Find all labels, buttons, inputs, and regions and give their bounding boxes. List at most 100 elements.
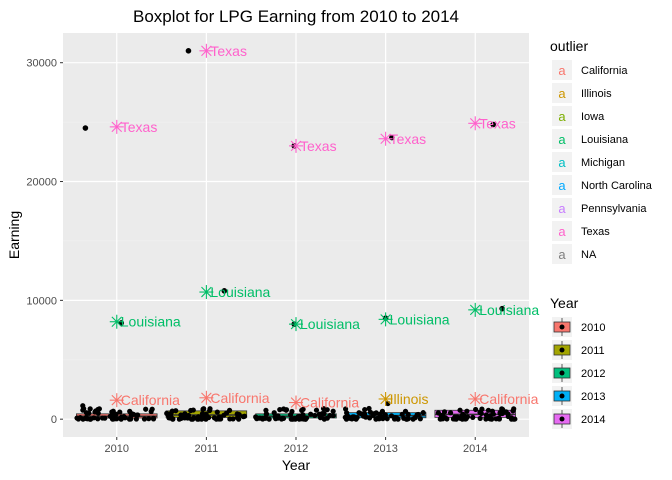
outlier-legend-key [552,221,572,241]
year-legend-dot [559,347,565,353]
outlier-marker-2014 [468,302,483,317]
data-point-2012 [312,412,318,419]
outlier-label: Texas [121,119,158,135]
year-legend-label: 2014 [581,414,605,426]
x-tick-label: 2012 [284,443,308,455]
outlier-legend-label: California [581,65,628,77]
outlier-marker-2014 [468,391,483,406]
outlier-legend-key [552,106,572,126]
data-point-2014 [483,412,489,418]
outlier-legend-label: Illinois [581,88,612,100]
data-point-2014 [497,409,503,416]
data-point-2011 [223,410,230,416]
data-point-2012 [330,412,336,419]
outlier-legend-key [552,129,572,149]
year-legend: Year 2010 2011 2012 2013 2014 [550,295,605,429]
outlier-legend-label: Pennsylvania [581,203,647,215]
year-legend-label: 2013 [581,391,605,403]
data-point-2011 [188,407,194,414]
star-stroke [201,45,212,57]
data-point-2012 [287,412,294,418]
data-point-2014 [511,406,517,412]
data-point-2013 [370,412,376,418]
data-point-2010 [110,408,116,414]
data-point-2014 [473,406,479,413]
data-point-2012 [313,407,320,413]
data-point-2013 [415,411,421,418]
data-point-2013 [356,410,362,416]
data-point-2014 [464,414,471,420]
y-tick-label: 30000 [26,58,57,70]
data-point-2011 [178,412,184,418]
x-tick-label: 2011 [195,443,219,455]
data-point-2010 [99,415,106,421]
year-legend-dot [559,416,565,422]
outlier-marker-2014 [468,116,483,131]
data-point-2010 [87,406,93,412]
outlier-point-2014 [490,121,496,128]
data-point-2011 [201,406,207,412]
data-point-2010 [75,416,82,422]
star-stroke [290,397,302,408]
data-point-2014 [485,407,492,413]
outlier-marker-2013 [378,391,393,406]
outlier-legend-glyph: a [558,201,566,216]
data-point-2012 [272,414,278,420]
outlier-legend-key [552,175,572,195]
star-stroke [380,393,391,405]
data-point-2010 [80,416,86,422]
x-tick-label: 2014 [463,443,487,455]
star-stroke [380,314,391,325]
data-point-2012 [299,407,305,414]
outlier-label: Louisiana [300,316,360,332]
outlier-legend-key [552,152,572,172]
outlier-legend-label: Iowa [581,111,605,123]
data-point-2012 [290,416,296,422]
outlier-label: California [300,395,359,411]
data-point-2013 [366,405,372,412]
star-stroke [111,394,123,406]
data-point-2014 [487,416,493,422]
data-point-2010 [110,414,116,421]
star-stroke [201,392,212,404]
year-legend-label: 2012 [581,368,605,380]
data-point-2014 [457,407,463,413]
y-axis-title: Earning [6,211,22,259]
star-stroke [111,121,123,133]
data-point-2014 [444,416,450,422]
data-point-2014 [441,409,448,415]
data-point-2012 [320,406,327,412]
data-point-2013 [373,416,379,422]
data-point-2010 [148,408,154,415]
data-point-2012 [308,411,314,417]
data-point-2013 [350,414,356,420]
outlier-label: Texas [210,43,247,59]
outlier-marker-2011 [199,43,214,58]
outlier-label: Texas [390,131,427,147]
outlier-legend-glyph: a [558,63,566,78]
data-point-2011 [168,411,174,417]
data-point-2011 [214,409,220,415]
outlier-label: Louisiana [210,284,270,300]
outlier-point-2011 [221,288,228,294]
data-point-2014 [477,415,483,422]
outlier-label: Texas [479,115,516,131]
data-point-2010 [127,408,133,414]
outlier-legend-title: outlier [550,38,588,54]
data-point-2014 [496,416,503,422]
data-point-2011 [166,415,172,421]
outlier-legend-key [552,198,572,218]
data-point-2013 [388,413,395,419]
year-legend-title: Year [550,295,579,311]
outlier-label: Louisiana [479,302,539,318]
data-point-2011 [182,411,188,417]
outlier-marker-2011 [199,285,214,300]
outlier-marker-2010 [109,119,124,134]
year-legend-dot [559,393,565,399]
data-point-2011 [218,416,224,422]
x-tick-label: 2010 [105,443,129,455]
data-point-2012 [279,415,286,421]
outlier-label: Louisiana [121,314,181,330]
data-point-2011 [240,414,247,420]
data-point-2012 [330,408,336,414]
